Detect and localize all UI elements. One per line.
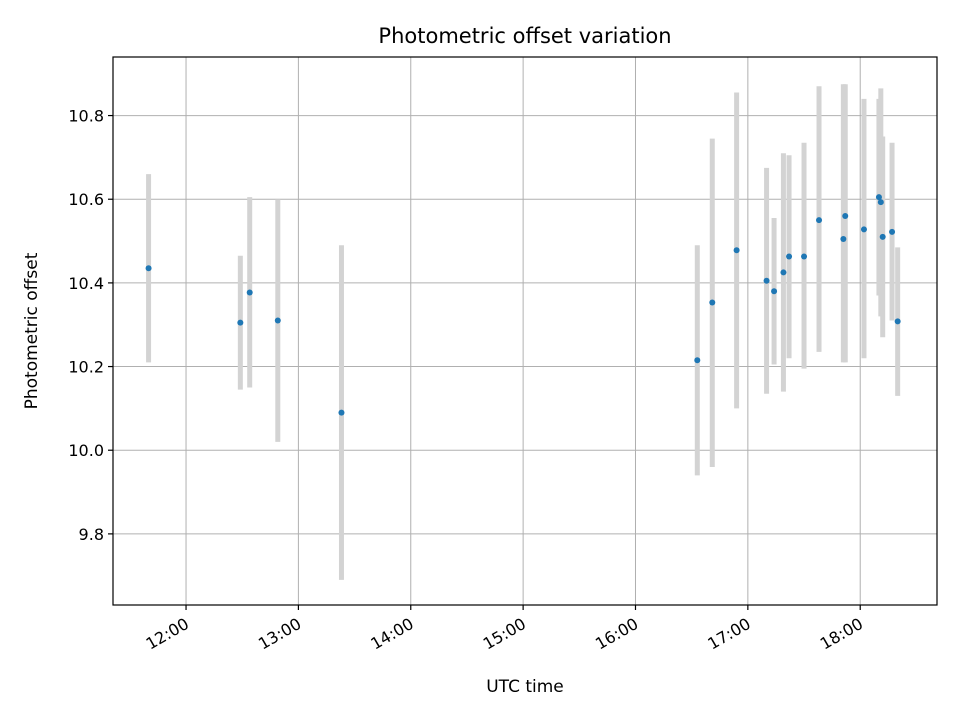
data-point	[879, 233, 886, 240]
data-point	[780, 269, 787, 276]
y-tick-label: 10.6	[68, 190, 104, 209]
data-point	[763, 277, 770, 284]
data-point	[274, 317, 281, 324]
data-point	[709, 299, 716, 306]
data-point	[842, 212, 849, 219]
data-point	[816, 217, 823, 224]
data-point	[694, 357, 701, 364]
plot-frame	[112, 56, 938, 606]
x-axis-label: UTC time	[486, 677, 564, 697]
y-tick-label: 10.8	[68, 107, 104, 126]
data-point	[246, 289, 253, 296]
data-point	[889, 228, 896, 235]
y-tick-label: 10.4	[68, 274, 104, 293]
data-point	[840, 235, 847, 242]
y-tick-label: 9.8	[79, 525, 104, 544]
data-points	[145, 194, 901, 416]
data-point	[860, 226, 867, 233]
chart-title: Photometric offset variation	[378, 24, 671, 48]
data-point	[145, 265, 152, 272]
data-point	[786, 253, 793, 260]
data-point	[801, 253, 808, 260]
data-point	[338, 409, 345, 416]
data-point	[237, 319, 244, 326]
y-tick-label: 10.0	[68, 441, 104, 460]
y-axis-label: Photometric offset	[22, 252, 42, 409]
data-point	[875, 194, 882, 201]
y-tick-label: 10.2	[68, 358, 104, 377]
data-point	[733, 247, 740, 254]
data-point	[877, 199, 884, 206]
data-point	[771, 288, 778, 295]
data-point	[894, 318, 901, 325]
